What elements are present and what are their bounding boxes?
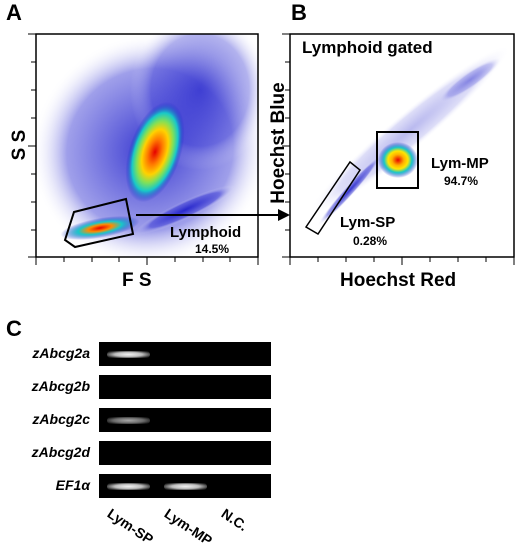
lym-mp-label: Lym-MP	[431, 155, 489, 172]
gene-label: zAbcg2a	[32, 345, 90, 361]
panel-a-letter: A	[6, 0, 22, 25]
gel-row	[99, 441, 271, 465]
gel-band	[107, 482, 150, 490]
gel-image	[99, 342, 271, 498]
lymphoid-gate-label: Lymphoid	[170, 224, 242, 241]
lym-mp-gate	[376, 131, 419, 189]
gene-label: EF1α	[55, 477, 90, 493]
gel-row	[99, 474, 271, 498]
lym-sp-gate	[304, 160, 362, 236]
panel-b-x-axis-label: Hoechst Red	[340, 270, 457, 291]
lymphoid-gate-percent: 14.5%	[195, 242, 230, 256]
gene-label: zAbcg2c	[32, 411, 90, 427]
gel-row	[99, 375, 271, 399]
gel-row	[99, 408, 271, 432]
panel-b-title: Lymphoid gated	[302, 38, 433, 57]
lymphoid-gate	[63, 197, 135, 249]
gene-label: zAbcg2b	[31, 378, 90, 394]
lym-sp-label: Lym-SP	[340, 214, 396, 231]
panel-c-letter: C	[6, 316, 22, 341]
gel-band	[107, 416, 150, 424]
lym-sp-percent: 0.28%	[353, 234, 388, 248]
gel-band	[107, 350, 150, 358]
panel-a-x-axis-label: F S	[122, 270, 152, 291]
gene-labels: zAbcg2a zAbcg2b zAbcg2c zAbcg2d EF1α	[10, 342, 92, 498]
panel-b-letter: B	[291, 0, 307, 25]
gel-row	[99, 342, 271, 366]
lym-mp-percent: 94.7%	[444, 174, 479, 188]
gel-band	[164, 482, 207, 490]
gene-label: zAbcg2d	[31, 444, 90, 460]
panel-b-y-axis-label: Hoechst Blue	[268, 82, 289, 204]
